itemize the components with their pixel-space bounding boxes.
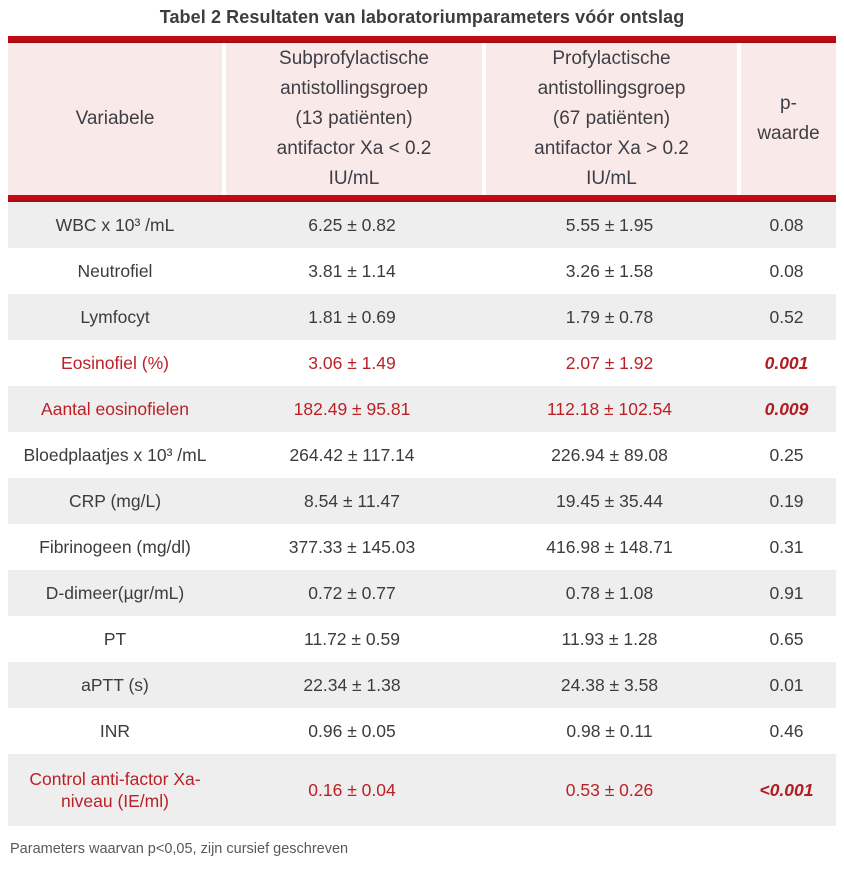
row-label: Bloedplaatjes x 10³ /mL [23,445,207,465]
table-footnote: Parameters waarvan p<0,05, zijn cursief … [10,841,349,857]
table-row-aantal-eosinofielen: Aantal eosinofielen 182.49 ± 95.81 112.1… [8,386,836,432]
table-header-row: Variabele Subprofylactische antistolling… [8,43,836,195]
p-value: 0.31 [769,537,804,557]
table-row-pt: PT 11.72 ± 0.59 11.93 ± 1.28 0.65 [8,616,836,662]
group2-value: 11.93 ± 1.28 [561,629,658,649]
group1-value: 22.34 ± 1.38 [303,675,401,695]
header-prophylactic-group: Profylactische antistollingsgroep (67 pa… [482,43,737,195]
row-label: Lymfocyt [80,307,150,327]
row-label: CRP (mg/L) [68,491,162,511]
table-row-aptt: aPTT (s) 22.34 ± 1.38 24.38 ± 3.58 0.01 [8,662,836,708]
group1-value: 264.42 ± 117.14 [289,445,415,465]
group2-value: 0.78 ± 1.08 [565,583,654,603]
p-value: 0.08 [769,215,804,235]
table-row-eosinofiel-pct: Eosinofiel (%) 3.06 ± 1.49 2.07 ± 1.92 0… [8,340,836,386]
row-label: Eosinofiel (%) [61,353,169,373]
table-top-border [8,36,836,43]
p-value: 0.001 [764,353,809,373]
group1-value: 8.54 ± 11.47 [304,491,400,511]
p-value: 0.52 [769,307,804,327]
row-label: INR [99,721,131,741]
header-bottom-border [8,195,836,202]
group1-value: 0.16 ± 0.04 [308,780,396,800]
p-value: 0.08 [769,261,804,281]
group2-value: 416.98 ± 148.71 [546,537,673,557]
table-row-inr: INR 0.96 ± 0.05 0.98 ± 0.11 0.46 [8,708,836,754]
row-label: Neutrofiel [77,261,153,281]
group1-value: 3.06 ± 1.49 [308,353,396,373]
p-value: 0.25 [769,445,804,465]
group2-value: 1.79 ± 0.78 [565,307,654,327]
header-variable: Variabele [75,108,155,129]
group1-value: 1.81 ± 0.69 [308,307,396,327]
table-title: Tabel 2 Resultaten van laboratoriumparam… [159,7,685,27]
row-label: aPTT (s) [81,675,149,695]
document-page: Tabel 2 Resultaten van laboratoriumparam… [8,7,836,857]
group1-value: 11.72 ± 0.59 [304,629,400,649]
group2-value: 0.53 ± 0.26 [565,780,654,800]
table-row-fibrinogeen: Fibrinogeen (mg/dl) 377.33 ± 145.03 416.… [8,524,836,570]
row-label: PT [103,629,127,649]
table-row-d-dimeer: D-dimeer(µgr/mL) 0.72 ± 0.77 0.78 ± 1.08… [8,570,836,616]
p-value: 0.01 [769,675,804,695]
group2-value: 5.55 ± 1.95 [565,215,654,235]
group2-value: 19.45 ± 35.44 [556,491,663,511]
p-value: 0.91 [769,583,804,603]
table-row-crp: CRP (mg/L) 8.54 ± 11.47 19.45 ± 35.44 0.… [8,478,836,524]
group1-value: 0.72 ± 0.77 [308,583,396,603]
table-row-neutrofiel: Neutrofiel 3.81 ± 1.14 3.26 ± 1.58 0.08 [8,248,836,294]
header-p-value: p- waarde [737,43,836,195]
table-row-control-anti-factor-xa: Control anti-factor Xa-niveau (IE/ml) 0.… [8,754,836,826]
table-row-bloedplaatjes: Bloedplaatjes x 10³ /mL 264.42 ± 117.14 … [8,432,836,478]
row-label: WBC x 10³ /mL [55,215,175,235]
p-value: 0.19 [769,491,804,511]
group1-value: 6.25 ± 0.82 [308,215,396,235]
row-label: Aantal eosinofielen [41,399,189,419]
p-value: <0.001 [759,780,814,800]
table-row-wbc: WBC x 10³ /mL 6.25 ± 0.82 5.55 ± 1.95 0.… [8,202,836,248]
group2-value: 0.98 ± 0.11 [566,721,653,741]
group2-value: 112.18 ± 102.54 [546,399,673,419]
table-row-lymfocyt: Lymfocyt 1.81 ± 0.69 1.79 ± 0.78 0.52 [8,294,836,340]
group2-value: 24.38 ± 3.58 [560,675,659,695]
lab-parameters-table: Variabele Subprofylactische antistolling… [8,36,836,826]
p-value: 0.009 [764,399,809,419]
row-label: Control anti-factor Xa-niveau (IE/ml) [29,769,201,811]
p-value: 0.46 [769,721,804,741]
group1-value: 0.96 ± 0.05 [308,721,396,741]
row-label: Fibrinogeen (mg/dl) [39,537,191,557]
group2-value: 226.94 ± 89.08 [551,445,668,465]
group2-value: 3.26 ± 1.58 [565,261,654,281]
group1-value: 3.81 ± 1.14 [308,261,396,281]
group1-value: 182.49 ± 95.81 [293,399,411,419]
group2-value: 2.07 ± 1.92 [565,353,654,373]
group1-value: 377.33 ± 145.03 [288,537,416,557]
row-label: D-dimeer(µgr/mL) [45,583,185,603]
header-subprophylactic-group: Subprofylactische antistollingsgroep (13… [222,43,482,195]
p-value: 0.65 [769,629,804,649]
